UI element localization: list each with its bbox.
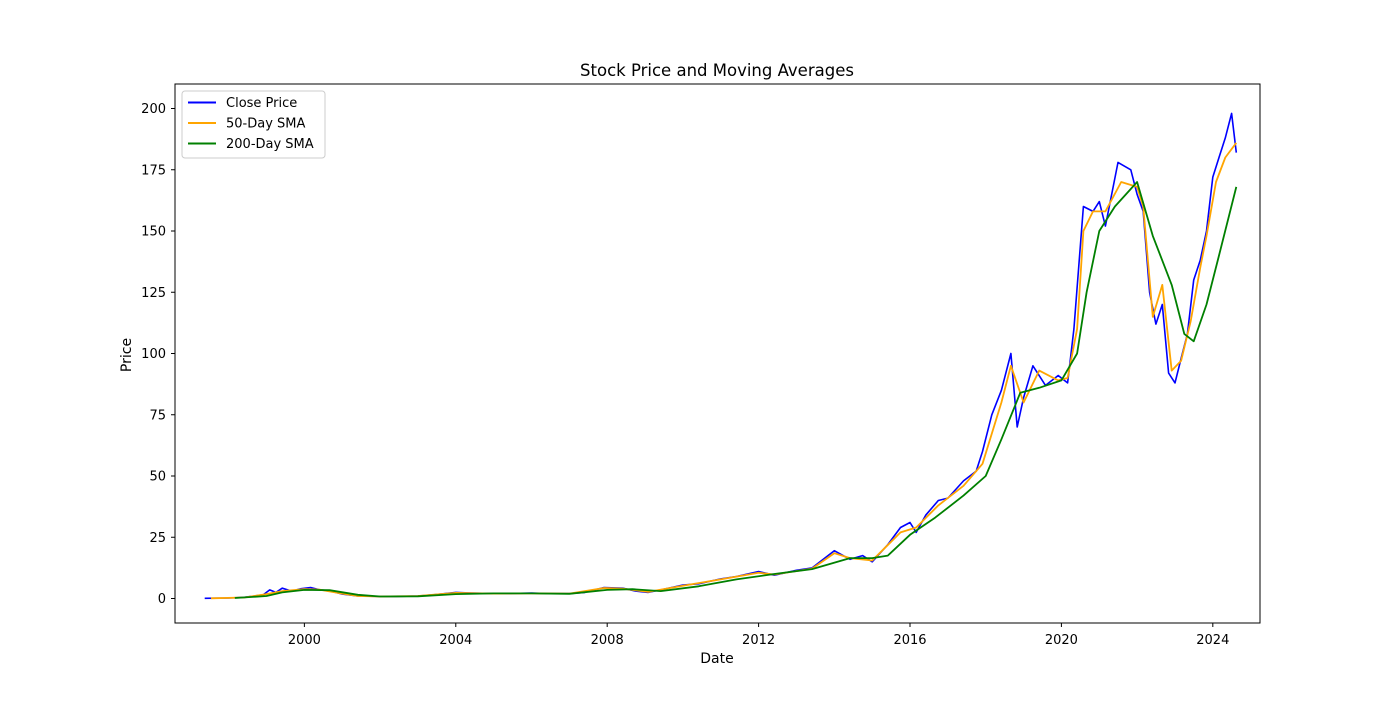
- y-tick-label: 75: [149, 408, 166, 423]
- legend-label-50-day-sma: 50-Day SMA: [226, 117, 306, 132]
- legend-label-close-price: Close Price: [226, 96, 297, 111]
- series-layer: [204, 112, 1238, 600]
- y-tick-label: 125: [141, 286, 166, 301]
- legend: Close Price 50-Day SMA 200-Day SMA: [181, 90, 326, 159]
- y-tick-label: 150: [141, 225, 166, 240]
- y-tick-label: 200: [141, 102, 166, 117]
- plot-frame: [174, 83, 1261, 624]
- y-tick-label: 0: [158, 592, 166, 607]
- x-tick-label: 2000: [288, 633, 321, 648]
- legend-box: [181, 90, 326, 159]
- chart-title: Stock Price and Moving Averages: [580, 61, 854, 80]
- y-tick-label: 25: [149, 531, 166, 546]
- x-tick-label: 2016: [893, 633, 926, 648]
- x-tick-label: 2012: [742, 633, 775, 648]
- tick-layer: 2000 2004 2008 2012 2016 2020 2024 0 25 50 75 100 12…: [141, 102, 1229, 648]
- y-tick-label: 175: [141, 163, 166, 178]
- x-tick-label: 2024: [1196, 633, 1229, 648]
- x-axis-label: Date: [700, 651, 733, 667]
- y-tick-label: 50: [149, 470, 166, 485]
- x-tick-label: 2008: [591, 633, 624, 648]
- y-axis-label: Price: [119, 338, 135, 372]
- series-line-200-day-sma: [234, 181, 1238, 599]
- y-tick-label: 100: [141, 347, 166, 362]
- legend-label-200-day-sma: 200-Day SMA: [226, 137, 314, 152]
- x-tick-label: 2020: [1045, 633, 1078, 648]
- x-tick-label: 2004: [439, 633, 472, 648]
